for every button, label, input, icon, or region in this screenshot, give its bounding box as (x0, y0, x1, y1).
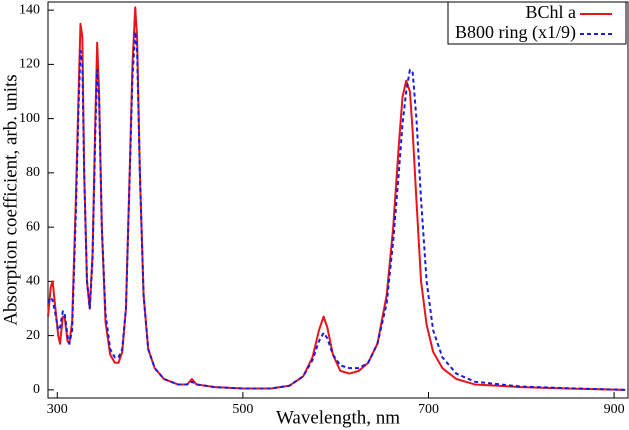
x-tick-label: 900 (604, 402, 625, 417)
x-tick-label: 300 (47, 402, 68, 417)
plot-frame (47, 1, 629, 399)
legend-box (447, 1, 627, 45)
y-tick-label: 20 (26, 328, 40, 343)
y-tick-label: 100 (19, 111, 40, 126)
x-axis-title: Wavelength, nm (276, 407, 400, 428)
legend-label: BChl a (525, 2, 576, 22)
series-line (47, 30, 626, 391)
y-tick-label: 40 (26, 274, 40, 289)
series-line (47, 6, 626, 391)
y-axis-title: Absorption coefficient, arb. units (0, 74, 21, 325)
legend-label: B800 ring (x1/9) (455, 22, 576, 43)
x-tick-label: 500 (232, 402, 253, 417)
y-tick-label: 0 (33, 382, 40, 397)
y-tick-label: 60 (26, 219, 40, 234)
x-tick-label: 700 (418, 402, 439, 417)
y-tick-label: 120 (19, 57, 40, 72)
y-tick-label: 80 (26, 165, 40, 180)
y-tick-label: 140 (19, 2, 40, 17)
